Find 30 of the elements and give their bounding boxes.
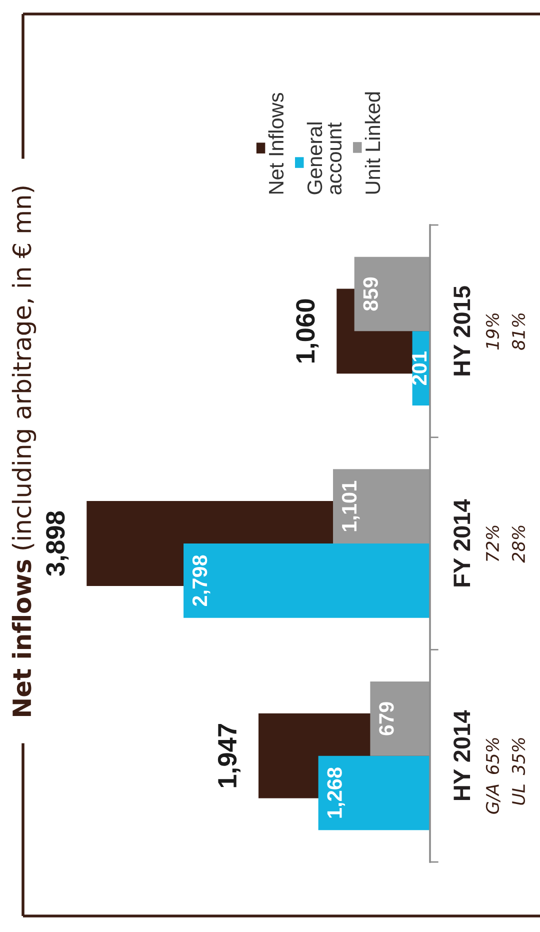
data-label: 2,798 bbox=[192, 555, 210, 606]
text: G/A bbox=[486, 784, 500, 814]
bar bbox=[318, 756, 430, 830]
bar bbox=[354, 256, 430, 332]
y-tick-label: HY 2015 bbox=[454, 286, 470, 376]
data-label: 1,268 bbox=[327, 768, 345, 818]
text: UL bbox=[512, 784, 526, 805]
text: (including arbitrage, in € mn) bbox=[12, 186, 36, 550]
legend-label: Unit Linked bbox=[364, 92, 380, 194]
text: 72% bbox=[486, 526, 500, 562]
text: 65% bbox=[486, 738, 500, 774]
text: 81% bbox=[512, 313, 526, 350]
y-tick-label: FY 2014 bbox=[454, 499, 470, 586]
data-label: 1,101 bbox=[342, 480, 360, 532]
y-tick-label: HY 2014 bbox=[454, 710, 470, 800]
bar bbox=[184, 544, 430, 618]
text: 35% bbox=[512, 738, 526, 776]
text: 19% bbox=[486, 313, 500, 350]
data-label: 859 bbox=[363, 277, 378, 311]
bar bbox=[333, 469, 430, 544]
text: Net inflows bbox=[12, 560, 32, 716]
legend-label: General account bbox=[306, 122, 342, 194]
legend-label: Net Inflows bbox=[268, 92, 284, 194]
data-label: 1,947 bbox=[218, 724, 240, 788]
bar bbox=[370, 682, 430, 756]
data-label: 3,898 bbox=[46, 511, 69, 576]
data-label: 679 bbox=[379, 702, 394, 736]
data-label: 201 bbox=[412, 352, 427, 385]
text: 28% bbox=[512, 526, 526, 563]
data-label: 1,060 bbox=[296, 299, 319, 363]
